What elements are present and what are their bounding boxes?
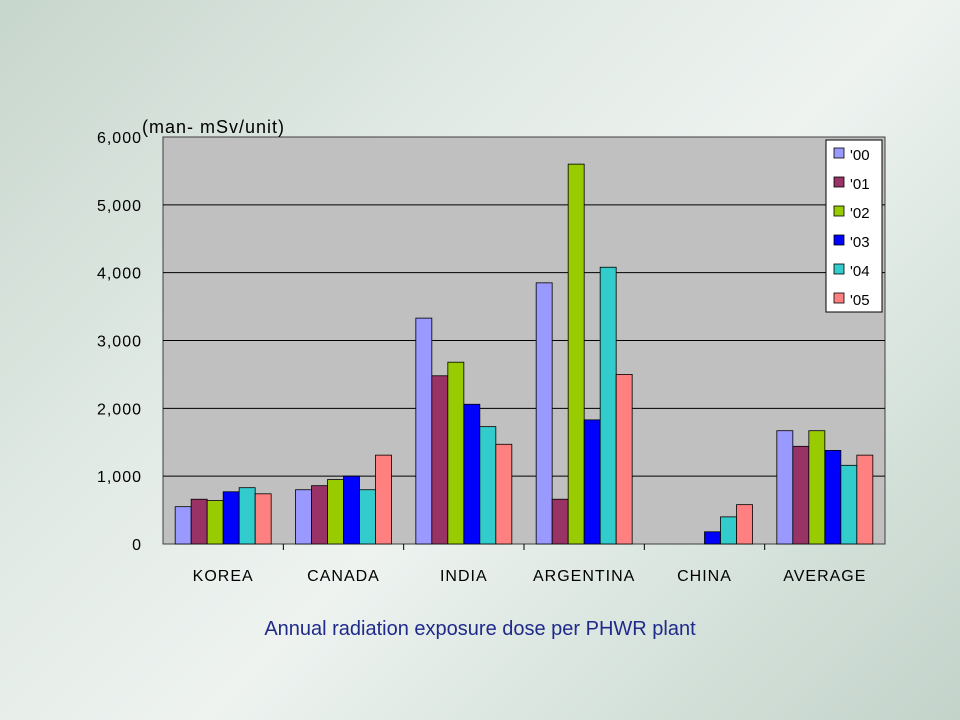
bar	[479, 426, 497, 545]
legend-swatch	[833, 234, 845, 246]
bar	[535, 282, 553, 545]
x-category-label: KOREA	[193, 568, 254, 585]
legend-label: '01	[850, 176, 870, 193]
bar	[840, 464, 858, 545]
bar	[327, 479, 344, 545]
bar	[359, 489, 376, 545]
y-tick-label: 5,000	[97, 198, 142, 215]
bar	[431, 375, 449, 545]
bars	[174, 163, 874, 545]
bar	[295, 489, 312, 545]
bar	[824, 449, 842, 545]
bar	[174, 506, 192, 545]
legend-label: '04	[850, 263, 870, 280]
bar	[495, 443, 513, 545]
bar	[222, 491, 240, 545]
bar	[343, 475, 360, 545]
bar	[447, 361, 465, 545]
chart-caption: Annual radiation exposure dose per PHWR …	[264, 618, 696, 640]
bar	[311, 485, 328, 545]
legend-swatch	[833, 263, 845, 275]
x-category-label: INDIA	[440, 568, 488, 585]
bar	[720, 516, 737, 545]
x-category-label: AVERAGE	[783, 568, 866, 585]
legend-label: '00	[850, 147, 870, 164]
bar	[375, 454, 392, 545]
bar	[808, 430, 826, 545]
y-tick-label: 3,000	[97, 334, 142, 351]
bar	[776, 430, 794, 545]
y-tick-label: 0	[132, 537, 142, 554]
bar	[583, 419, 601, 545]
bar	[856, 454, 874, 545]
bar	[415, 317, 433, 545]
bar	[238, 487, 256, 545]
x-category-label: CANADA	[307, 568, 380, 585]
bar	[463, 403, 481, 545]
y-tick-label: 2,000	[97, 401, 142, 418]
legend-label: '05	[850, 292, 870, 309]
bar	[254, 493, 272, 545]
bar	[792, 445, 810, 545]
x-category-label: CHINA	[677, 568, 732, 585]
bar	[704, 531, 721, 545]
bar	[551, 498, 569, 545]
bar	[599, 266, 617, 545]
bar	[615, 374, 633, 545]
bar	[206, 500, 224, 545]
bar	[567, 163, 585, 545]
y-axis-unit-label: (man- mSv/unit)	[142, 117, 285, 137]
legend-swatch	[833, 176, 845, 188]
bar	[736, 504, 753, 545]
x-category-label: ARGENTINA	[533, 568, 635, 585]
gridlines	[163, 204, 885, 477]
legend: '00 '01 '02 '03 '04 '05	[825, 139, 883, 313]
legend-swatch	[833, 147, 845, 159]
bar	[190, 498, 208, 545]
y-tick-label: 4,000	[97, 266, 142, 283]
legend-swatch	[833, 205, 845, 217]
legend-box	[825, 139, 883, 313]
y-tick-label: 6,000	[97, 130, 142, 147]
x-axis-labels: KOREA CANADA INDIA ARGENTINA CHINA AVERAGE	[193, 544, 866, 585]
y-axis-ticks: 0 1,000 2,000 3,000 4,000 5,000 6,000	[97, 130, 142, 554]
legend-swatch	[833, 292, 845, 304]
legend-label: '03	[850, 234, 870, 251]
legend-label: '02	[850, 205, 870, 222]
y-tick-label: 1,000	[97, 469, 142, 486]
